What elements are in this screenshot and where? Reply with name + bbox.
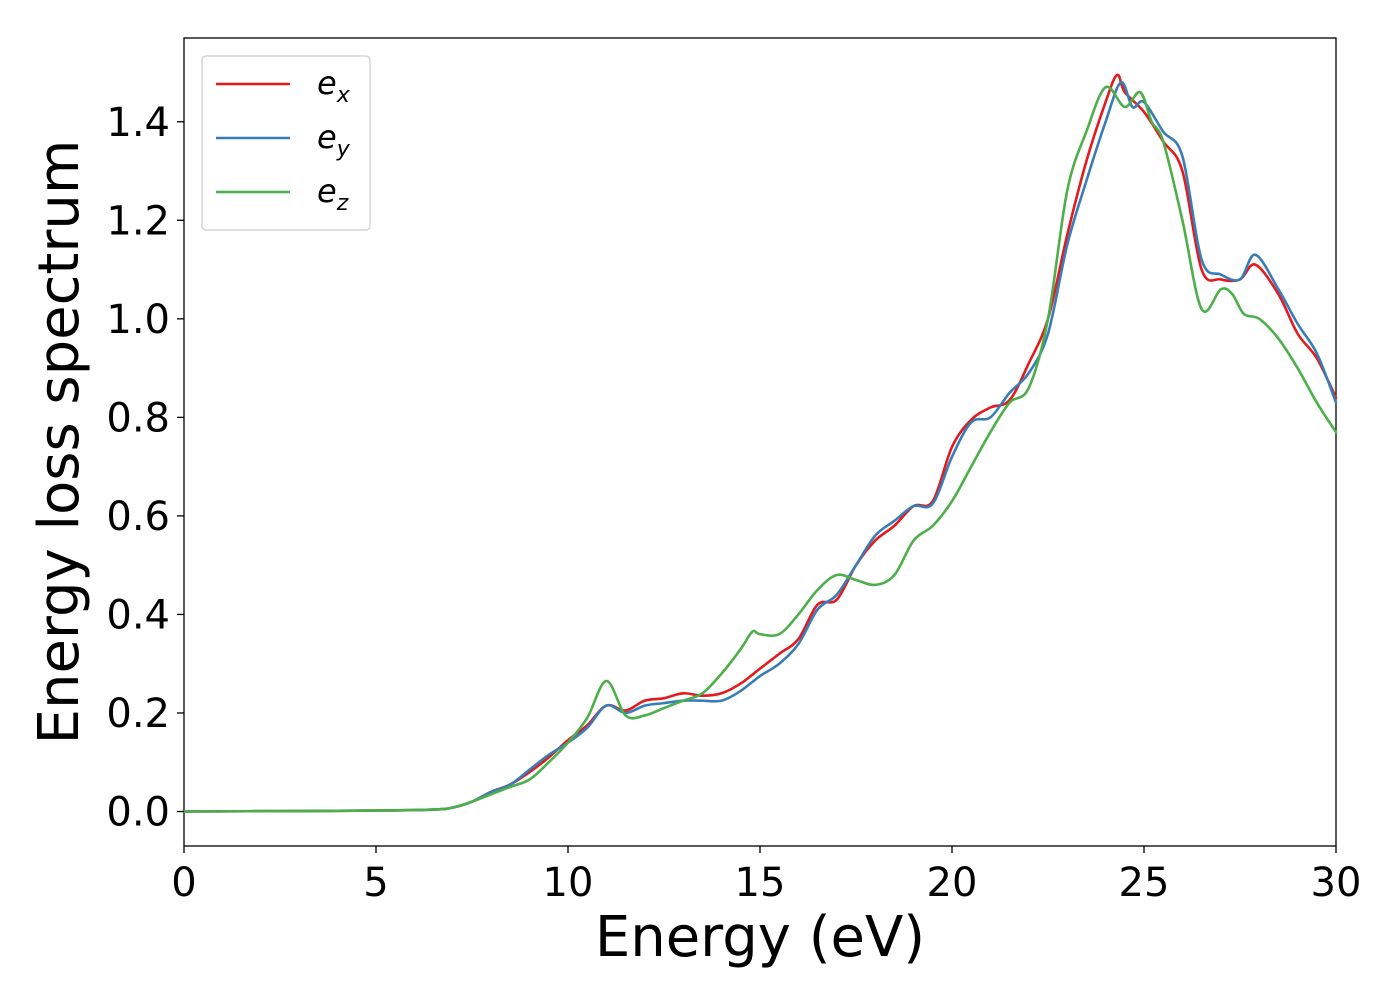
y-axis-label: Energy loss spectrum: [27, 140, 92, 745]
y-axis-ticks: 0.0 0.2 0.4 0.6 0.8 1.0 1.2 1.4: [106, 100, 184, 836]
legend: ex ey ez: [201, 55, 371, 231]
series-layer: [182, 73, 1338, 813]
x-tick-label: 20: [927, 860, 978, 906]
legend-frame: [201, 55, 371, 231]
plot-area: [183, 37, 1337, 847]
series-line-x: [182, 73, 1338, 813]
y-tick-label: 0.0: [106, 790, 170, 836]
legend-label-y: ey: [317, 118, 351, 162]
x-axis-ticks: 0 5 10 15 20 25 30: [171, 846, 1361, 906]
legend-label-x: ex: [317, 64, 351, 108]
y-tick-label: 0.6: [106, 494, 170, 540]
y-tick-label: 1.4: [106, 100, 170, 146]
x-tick-label: 30: [1311, 860, 1362, 906]
y-tick-label: 1.0: [106, 297, 170, 343]
y-tick-label: 1.2: [106, 198, 170, 244]
x-tick-label: 15: [735, 860, 786, 906]
legend-label-z: ez: [317, 172, 349, 216]
y-tick-label: 0.8: [106, 395, 170, 441]
y-tick-label: 0.2: [106, 691, 170, 737]
x-axis-label: Energy (eV): [595, 905, 925, 970]
x-tick-label: 10: [543, 860, 594, 906]
x-tick-label: 25: [1119, 860, 1170, 906]
y-tick-label: 0.4: [106, 592, 170, 638]
series-line-y: [182, 81, 1338, 813]
x-tick-label: 0: [171, 860, 196, 906]
series-line-z: [182, 85, 1338, 813]
x-tick-label: 5: [363, 860, 388, 906]
